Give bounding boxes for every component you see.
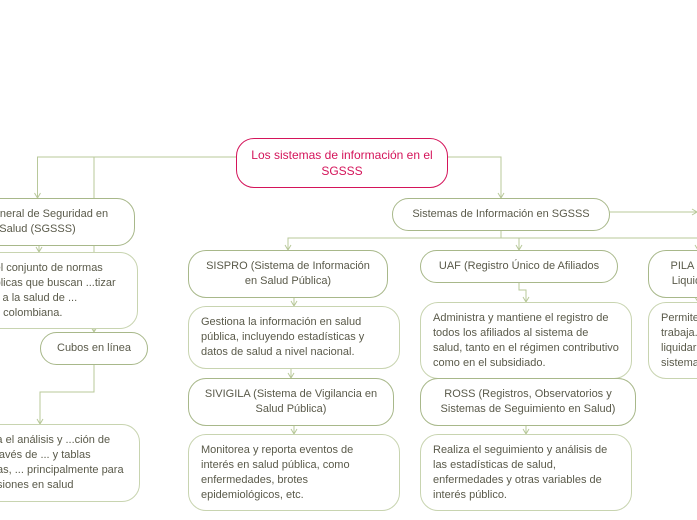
node-ross_desc: Realiza el seguimiento y análisis de las… [420, 434, 632, 511]
node-cubos_title: Cubos en línea [40, 332, 148, 365]
node-cubos_desc: ...nta para el análisis y ...ción de dat… [0, 424, 140, 502]
node-root: Los sistemas de información en el SGSSS [236, 138, 448, 188]
node-sivigila_title: SIVIGILA (Sistema de Vigilancia en Salud… [188, 378, 394, 426]
node-sgsss_desc: ...SS es el conjunto de normas ...cas pú… [0, 252, 138, 329]
edge [40, 360, 94, 424]
edge [448, 157, 501, 198]
node-uaf_desc: Administra y mantiene el registro de tod… [420, 302, 632, 379]
node-pila_desc: Permite ... trabaja... liquidar ... sist… [648, 302, 697, 379]
node-sgsss_title: ...a General de Seguridad en Salud (SGSS… [0, 198, 135, 246]
node-sispro_desc: Gestiona la información en salud pública… [188, 306, 400, 369]
node-ross_title: ROSS (Registros, Observatorios y Sistema… [420, 378, 636, 426]
node-sivigila_desc: Monitorea y reporta eventos de interés e… [188, 434, 400, 511]
edge [38, 157, 237, 198]
node-sistemas_title: Sistemas de Información en SGSSS [392, 198, 610, 231]
node-pila_title: PILA (Pla... Liquidaci... [648, 250, 697, 298]
arrowhead [692, 209, 697, 215]
node-uaf_title: UAF (Registro Único de Afiliados [420, 250, 618, 283]
node-sispro_title: SISPRO (Sistema de Información en Salud … [188, 250, 388, 298]
